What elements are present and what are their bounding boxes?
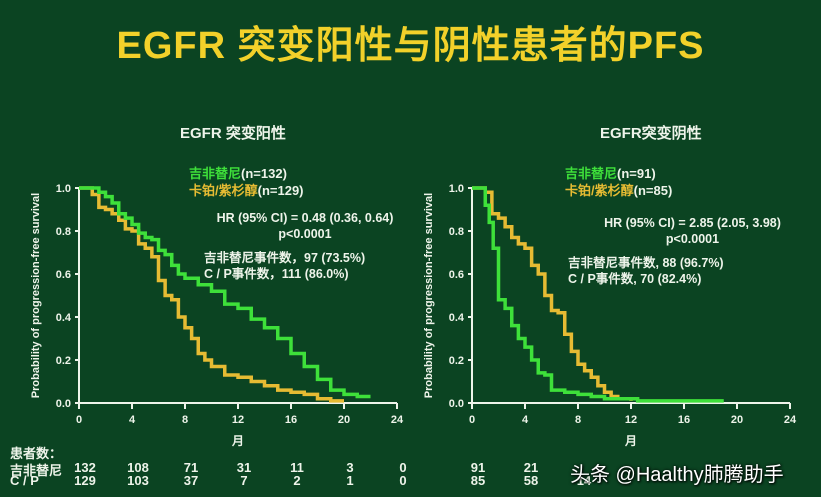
- watermark: 头条 @Haalthy肺腾助手: [570, 464, 784, 486]
- legend-cp-n: (n=85): [633, 183, 673, 198]
- km-curve: [79, 186, 371, 399]
- right-events-g: 吉非替尼事件数, 88 (96.7%): [568, 256, 724, 270]
- risk-count: 3: [346, 460, 354, 475]
- x-tick-label: 24: [391, 414, 404, 426]
- left-legend: 吉非替尼(n=132) 卡铂/紫杉醇(n=129): [189, 165, 304, 199]
- y-tick-label: 0.2: [449, 355, 464, 367]
- slide-title: EGFR 突变阳性与阴性患者的PFS: [116, 25, 705, 67]
- risk-count: 132: [74, 460, 96, 475]
- y-tick-label: 0.6: [449, 269, 464, 281]
- y-tick-label: 0.8: [56, 226, 71, 238]
- risk-count: 11: [290, 460, 304, 475]
- right-p: p<0.0001: [665, 232, 720, 246]
- risk-count: 7: [240, 473, 248, 488]
- left-p: p<0.0001: [278, 227, 332, 241]
- y-axis-label: Probability of progression-free survival: [423, 193, 435, 398]
- x-tick-label: 4: [522, 414, 529, 426]
- risk-count: 58: [523, 473, 539, 488]
- right-legend: 吉非替尼(n=91) 卡铂/紫杉醇(n=85): [565, 165, 672, 199]
- y-tick-label: 0.8: [449, 226, 464, 238]
- risk-header: 患者数：: [10, 446, 63, 461]
- km-curve: [79, 186, 344, 403]
- risk-count: 129: [74, 473, 96, 488]
- x-tick-label: 16: [678, 414, 690, 426]
- x-tick-label: 4: [129, 414, 136, 426]
- y-tick-label: 0.6: [56, 269, 71, 281]
- risk-count: 14: [576, 473, 592, 488]
- risk-row-label-g: 吉非替尼: [10, 463, 63, 478]
- y-tick-label: 0.4: [56, 312, 72, 324]
- x-tick-label: 20: [731, 414, 743, 426]
- right-events: 吉非替尼事件数, 88 (96.7%) C / P事件数, 70 (82.4%): [568, 255, 724, 287]
- x-axis-label: 月: [231, 434, 244, 448]
- x-tick-label: 12: [232, 414, 244, 426]
- risk-count: 0: [399, 473, 407, 488]
- left-stats: HR (95% CI) = 0.48 (0.36, 0.64) p<0.0001: [200, 210, 410, 242]
- risk-count: 91: [470, 460, 486, 475]
- y-tick-label: 0.0: [449, 398, 464, 410]
- y-tick-label: 1.0: [56, 183, 71, 195]
- left-events: 吉非替尼事件数，97 (73.5%) C / P事件数，111 (86.0%): [204, 250, 365, 282]
- x-tick-label: 0: [469, 414, 475, 426]
- x-tick-label: 8: [575, 414, 581, 426]
- left-events-cp: C / P事件数，111 (86.0%): [204, 267, 349, 281]
- x-tick-label: 12: [625, 414, 637, 426]
- risk-count: 21: [523, 460, 539, 475]
- risk-count: 1: [346, 473, 354, 488]
- x-tick-label: 24: [784, 414, 797, 426]
- y-tick-label: 0.4: [449, 312, 465, 324]
- right-chart-title: EGFR突变阴性: [600, 125, 702, 142]
- x-tick-label: 16: [285, 414, 297, 426]
- y-axis-label: Probability of progression-free survival: [30, 193, 42, 398]
- legend-gefitinib-n: (n=91): [617, 166, 656, 181]
- left-chart-title: EGFR 突变阳性: [180, 125, 286, 142]
- legend-gefitinib-label: 吉非替尼: [189, 166, 242, 181]
- left-events-g: 吉非替尼事件数，97 (73.5%): [204, 251, 366, 265]
- right-events-cp: C / P事件数, 70 (82.4%): [568, 272, 702, 286]
- risk-count: 0: [399, 460, 407, 475]
- km-curve: [472, 186, 633, 401]
- risk-count: 108: [127, 460, 149, 475]
- legend-cp-label: 卡铂/紫杉醇: [565, 183, 634, 198]
- legend-gefitinib-label: 吉非替尼: [565, 166, 618, 181]
- legend-cp-label: 卡铂/紫杉醇: [189, 183, 258, 198]
- risk-count: 103: [127, 473, 149, 488]
- km-curve: [472, 186, 724, 403]
- y-tick-label: 0.2: [56, 355, 71, 367]
- legend-gefitinib-n: (n=132): [241, 166, 287, 181]
- right-hr: HR (95% CI) = 2.85 (2.05, 3.98): [604, 216, 781, 230]
- y-tick-label: 0.0: [56, 398, 71, 410]
- x-axis-label: 月: [624, 434, 637, 448]
- risk-count: 71: [183, 460, 199, 475]
- risk-count: 31: [236, 460, 252, 475]
- left-hr: HR (95% CI) = 0.48 (0.36, 0.64): [216, 211, 394, 225]
- x-tick-label: 8: [182, 414, 188, 426]
- risk-count: 85: [470, 473, 486, 488]
- x-tick-label: 20: [338, 414, 350, 426]
- legend-cp-n: (n=129): [257, 183, 304, 198]
- risk-count: 37: [183, 473, 199, 488]
- right-stats: HR (95% CI) = 2.85 (2.05, 3.98) p<0.0001: [585, 215, 800, 247]
- y-tick-label: 1.0: [449, 183, 464, 195]
- risk-count: 2: [293, 473, 301, 488]
- risk-row-label-cp: C / P: [10, 473, 39, 488]
- x-tick-label: 0: [76, 414, 82, 426]
